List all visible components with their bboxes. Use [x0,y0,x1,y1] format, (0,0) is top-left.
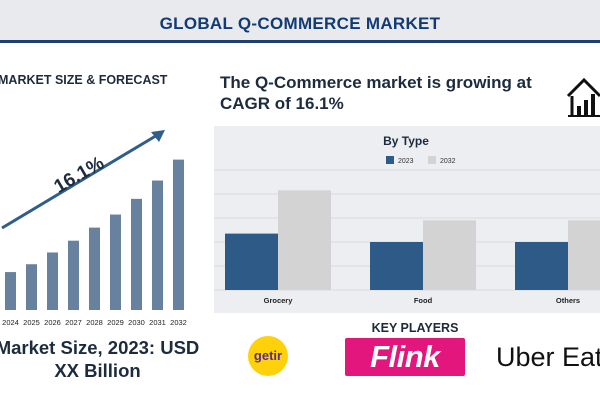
cagr-line2: CAGR of 16.1% [220,94,344,113]
market-size-line2: XX Billion [54,360,141,381]
forecast-tick-label: 2031 [149,318,166,327]
forecast-bar [26,264,37,310]
forecast-bar [110,214,121,310]
getir-logo: getir [248,336,288,376]
cagr-statement: The Q-Commerce market is growing at CAGR… [220,72,550,114]
growth-arrow [1,132,160,230]
type-category-label: Grocery [264,296,294,305]
type-category-label: Food [414,296,433,305]
forecast-tick-label: 2025 [23,318,40,327]
forecast-bar [173,159,184,310]
key-players-heading: KEY PLAYERS [371,321,459,335]
house-chart-icon [566,77,600,117]
forecast-tick-label: 2030 [128,318,145,327]
forecast-bar [47,252,58,310]
legend-label: 2032 [440,158,456,165]
growth-arrowhead [151,130,165,142]
type-bar [225,233,278,290]
forecast-tick-label: 2026 [44,318,61,327]
market-size-text: Market Size, 2023: USD XX Billion [0,336,205,382]
type-bar [278,190,331,290]
page-title: GLOBAL Q-COMMERCE MARKET [159,14,441,33]
legend-swatch [386,156,394,164]
type-bar [568,220,600,290]
cagr-line1: The Q-Commerce market is growing at [220,73,532,92]
forecast-heading: MARKET SIZE & FORECAST [0,73,168,87]
forecast-bar-chart: 2024 2025 2026 2027 2028 2029 2030 2031 2032 16.1… [1,130,187,327]
type-bar [370,242,423,290]
type-bar [423,220,476,290]
legend-label: 2023 [398,158,414,165]
forecast-bar [68,240,79,310]
forecast-bar [89,227,100,310]
forecast-tick-label: 2029 [107,318,124,327]
forecast-tick-label: 2032 [170,318,187,327]
cagr-annotation: 16.1% [51,153,108,198]
forecast-tick-label: 2028 [86,318,103,327]
type-bar [515,242,568,290]
by-type-bar-chart: By Type 2023 2032 Grocery Food Others [214,134,600,305]
market-size-line1: Market Size, 2023: USD [0,337,200,358]
chart-title: By Type [383,134,429,148]
forecast-tick-label: 2024 [2,318,19,327]
forecast-bar [131,198,142,310]
flink-logo: Flink [345,338,465,376]
type-category-label: Others [556,296,580,305]
forecast-tick-label: 2027 [65,318,82,327]
title-bar: GLOBAL Q-COMMERCE MARKET [0,0,600,43]
forecast-bar [5,272,16,310]
legend-swatch [428,156,436,164]
forecast-bar [152,180,163,310]
uber-eats-logo: Uber Eats [496,342,600,372]
